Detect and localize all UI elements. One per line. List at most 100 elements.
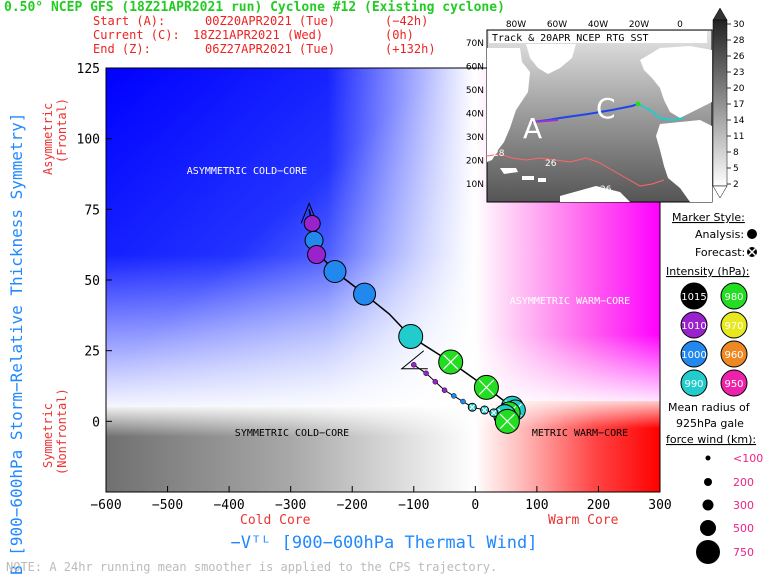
data-layer <box>300 201 526 434</box>
colorbar-tick-label: 2 <box>733 180 739 190</box>
x-tick-label: 0 <box>471 498 479 513</box>
inset-lat-label: 40N <box>466 110 484 120</box>
legend: Marker Style: Analysis: Forecast: Intens… <box>666 211 763 564</box>
colorbar-tick-label: 23 <box>733 68 744 78</box>
inset-title-bar <box>489 31 707 43</box>
forecast-marker-cross <box>469 404 476 411</box>
y-tick-label: 100 <box>77 133 100 148</box>
legend-radius-title-2: 925hPa gale <box>676 417 744 430</box>
end-offset: (+132h) <box>385 42 436 56</box>
radius-label: <100 <box>733 452 763 465</box>
inset-lon-labels: 80W 60W 40W 20W 0 <box>506 20 683 30</box>
colorbar-tick-label: 28 <box>733 36 745 46</box>
colorbar-tick-label: 11 <box>733 132 744 142</box>
end-value: 06Z27APR2021 (Tue) <box>205 42 335 56</box>
intensity-label: 970 <box>724 321 743 332</box>
forecast-marker-cross <box>481 407 488 413</box>
colorbar-body <box>712 19 728 187</box>
legend-analysis-label: Analysis: <box>695 228 744 241</box>
inset-lat-label: 70N <box>466 39 484 49</box>
inset-track-forecast <box>637 103 685 122</box>
y-top-label-1: Asymmetric <box>41 103 55 175</box>
radius-swatch <box>702 499 714 511</box>
intensity-label: 960 <box>724 350 743 361</box>
inset-sst-label-26b: 26 <box>600 185 612 195</box>
intensity-label: 990 <box>684 379 703 390</box>
colorbar-tick-label: 5 <box>733 164 739 174</box>
y-top-label-2: (Frontal) <box>55 98 69 163</box>
intensity-swatch <box>680 311 708 339</box>
radius-label: 300 <box>733 499 754 512</box>
analysis-marker <box>353 282 377 306</box>
intensity-legend: 1015 980 1010 970 1000 960 990 950 <box>680 282 748 397</box>
intensity-label: 1015 <box>681 292 706 303</box>
intensity-swatch <box>680 282 708 310</box>
intensity-label: 1000 <box>681 350 706 361</box>
colorbar-ticks: 30 28 26 23 20 17 14 11 8 5 2 <box>727 20 745 190</box>
colorbar-tick-label: 30 <box>733 20 745 30</box>
y-tick-label: 75 <box>84 203 100 218</box>
inset-track-early <box>531 119 559 123</box>
radius-label: 500 <box>733 522 754 535</box>
forecast-marker-cross <box>478 379 495 396</box>
footnote: NOTE: A 24hr running mean smoother is ap… <box>6 560 497 574</box>
inset-sst-label-26a: 26 <box>545 159 557 169</box>
inset-track <box>531 103 639 123</box>
inset-lon-label: 20W <box>629 20 649 30</box>
colorbar-tick-label: 20 <box>733 84 745 94</box>
analysis-marker <box>307 245 327 265</box>
current-offset: (0h) <box>385 28 414 42</box>
forecast-marker-cross <box>499 413 515 429</box>
chart-title: 0.50° NCEP GFS (18Z21APR2021 run) Cyclon… <box>4 0 505 15</box>
radius-label: 200 <box>733 476 754 489</box>
analysis-marker <box>303 214 321 232</box>
quadrant-label-asym-cold: ASYMMETRIC COLD−CORE <box>187 166 307 177</box>
radius-swatch <box>696 540 720 564</box>
intensity-swatch <box>720 340 748 368</box>
inset-map: 28 26 26 A C Track & 20APR NCEP RTG SST … <box>466 20 713 203</box>
forecast-marker-cross <box>490 410 497 416</box>
intensity-swatch <box>680 369 708 397</box>
start-offset: (−42h) <box>385 14 428 28</box>
x-left-label: Cold Core <box>240 513 311 528</box>
legend-analysis-marker <box>747 229 757 239</box>
y-tick-label: 25 <box>84 345 100 360</box>
forecast-marker-cross <box>443 354 459 370</box>
inset-lon-label: 60W <box>547 20 567 30</box>
inset-lat-label: 60N <box>466 63 484 73</box>
inset-current-position <box>635 101 641 107</box>
x-tick-label: −100 <box>398 498 429 513</box>
colorbar-bottom-arrow <box>712 185 728 199</box>
inset-lat-labels: 70N 60N 50N 40N 30N 20N 10N <box>466 39 484 190</box>
intensity-swatch <box>720 282 748 310</box>
x-axis-label: −Vᵀᴸ [900−600hPa Thermal Wind] <box>230 533 537 553</box>
inset-sst-label-28: 28 <box>493 149 505 159</box>
inset-lat-label: 50N <box>466 86 484 96</box>
radius-label: 750 <box>733 546 754 559</box>
quadrant-label-sym-cold: SYMMETRIC COLD−CORE <box>235 428 349 439</box>
colorbar-tick-label: 17 <box>733 100 744 110</box>
radius-swatch <box>704 478 712 486</box>
inset-title: Track & 20APR NCEP RTG SST <box>492 33 649 44</box>
x-right-label: Warm Core <box>548 513 619 528</box>
inset-letter-c: C <box>596 92 616 125</box>
legend-forecast-cross <box>747 247 757 257</box>
quadrant-label-sym-warm: METRIC WARM−CORE <box>532 428 628 439</box>
legend-intensity-title: Intensity (hPa): <box>666 265 750 278</box>
inset-lat-label: 30N <box>466 133 484 143</box>
tick-layer: −600 −500 −400 −300 −200 −100 0 100 200 300 0 25 50 7… <box>77 62 672 513</box>
legend-radius-title-1: Mean radius of <box>668 401 751 414</box>
x-tick-label: 300 <box>648 498 671 513</box>
current-value: 18Z21APR2021 (Wed) <box>193 28 323 42</box>
y-bot-label-1: Symmetric <box>41 403 55 468</box>
asym-cold-fade-v <box>106 68 475 407</box>
inset-lat-label: 10N <box>466 180 484 190</box>
legend-forecast-label: Forecast: <box>695 246 745 259</box>
start-label: Start (A): <box>93 14 165 28</box>
colorbar-top-arrow <box>712 7 728 21</box>
inset-land-greenland <box>526 44 576 74</box>
colorbar-tick-label: 8 <box>733 148 739 158</box>
forecast-small-marker <box>432 379 439 385</box>
inset-lon-label: 0 <box>677 20 683 30</box>
